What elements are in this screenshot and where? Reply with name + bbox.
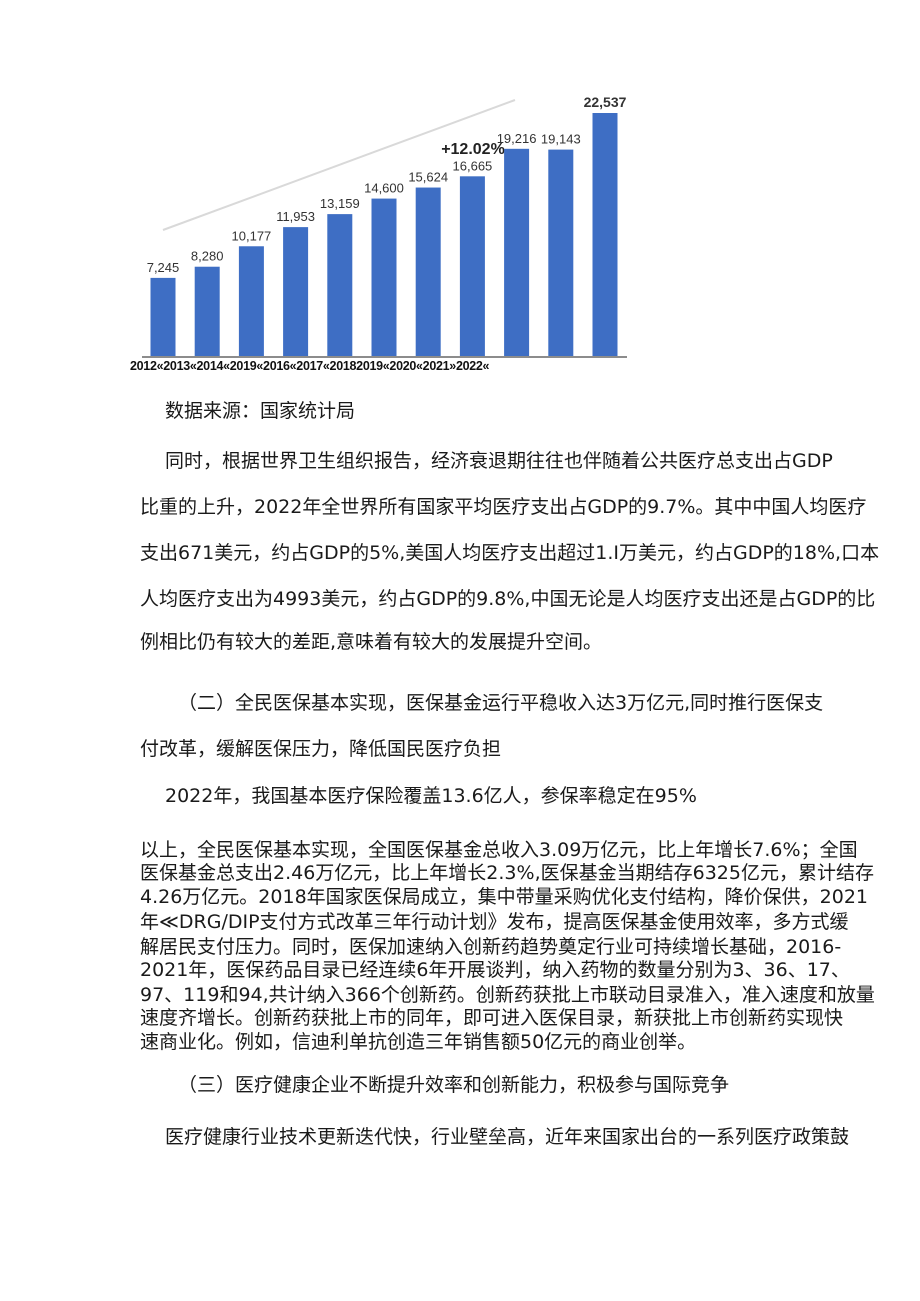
bar-2021 — [548, 149, 574, 356]
trend-line — [162, 99, 516, 231]
paragraph-line: 支出671美元，约占GDP的5%,美国人均医疗支出超过1.I万美元，约占GDP的… — [140, 542, 880, 564]
bar-2014 — [238, 246, 264, 356]
paragraph-line: 例相比仍有较大的差距,意味着有较大的发展提升空间。 — [140, 631, 603, 653]
data-label-2022: 22,537 — [584, 94, 627, 110]
bar-2012 — [150, 277, 176, 356]
paragraph-line: 2022年，我国基本医疗保险覆盖13.6亿人，参保率稳定在95% — [165, 785, 697, 807]
data-label-2021: 19,143 — [541, 132, 581, 147]
paragraph-line: 97、119和94,共计纳入366个创新药。创新药获批上市联动目录准入，准入速度… — [140, 984, 875, 1006]
paragraph-line: 人均医疗支出为4993美元，约占GDP的9.8%,中国无论是人均医疗支出还是占G… — [140, 588, 876, 610]
growth-annotation: +12.02% — [441, 141, 505, 158]
data-label-2013: 8,280 — [191, 249, 224, 264]
data-source-caption: 数据来源：国家统计局 — [165, 400, 356, 422]
paragraph-line: 速商业化。例如，信迪利单抗创造三年销售额50亿元的商业创举。 — [140, 1031, 697, 1053]
bar-2017 — [371, 198, 397, 356]
bar-2019 — [459, 176, 485, 356]
data-label-2015: 11,953 — [276, 209, 315, 224]
x-axis-tick-labels: 2012«2013«2014«2019«2016«2017«20182019«2… — [130, 359, 490, 373]
section-heading: （三）医疗健康企业不断提升效率和创新能力，积极参与国际竞争 — [178, 1074, 730, 1096]
paragraph-line: 医疗健康行业技术更新迭代快，行业壁垒高，近年来国家出台的一系列医疗政策鼓 — [165, 1126, 850, 1148]
data-label-2012: 7,245 — [147, 260, 180, 275]
paragraph-line: 4.26万亿元。2018年国家医保局成立，集中带量采购优化支付结构，降价保供，2… — [140, 886, 869, 908]
paragraph-line: 同时，根据世界卫生组织报告，经济衰退期往往也伴随着公共医疗总支出占GDP — [165, 450, 833, 472]
data-label-2018: 15,624 — [408, 170, 448, 185]
bar-2018 — [415, 187, 441, 356]
bar-2015 — [283, 227, 309, 356]
bar-2013 — [194, 266, 220, 356]
section-heading: 付改革，缓解医保压力，降低国民医疗负担 — [140, 738, 502, 760]
bar-chart: +12.02% 7,245 8,280 10,177 11,953 13,159 14,6… — [142, 94, 627, 358]
data-label-2017: 14,600 — [364, 181, 404, 196]
section-heading: （二）全民医保基本实现，医保基金运行平稳收入达3万亿元,同时推行医保支 — [178, 692, 824, 714]
data-label-2019: 16,665 — [453, 158, 493, 173]
paragraph-line: 医保基金总支出2.46万亿元，比上年增长2.3%,医保基金当期结存6325亿元，… — [140, 862, 874, 884]
paragraph-line: 以上，全民医保基本实现，全国医保基金总收入3.09万亿元，比上年增长7.6%；全… — [140, 839, 858, 861]
paragraph-line: 比重的上升，2022年全世界所有国家平均医疗支出占GDP的9.7%。其中中国人均… — [140, 496, 867, 518]
paragraph-line: 年≪DRG∕DIP支付方式改革三年行动计划》发布，提高医保基金使用效率，多方式缓 — [140, 911, 849, 933]
data-label-2020: 19,216 — [497, 131, 537, 146]
data-label-2014: 10,177 — [232, 228, 272, 243]
bar-2020 — [504, 148, 530, 356]
data-label-2016: 13,159 — [320, 196, 360, 211]
paragraph-line: 速度齐增长。创新药获批上市的同年，即可进入医保目录，新获批上市创新药实现快 — [140, 1007, 844, 1029]
bar-2016 — [327, 214, 353, 356]
paragraph-line: 2021年，医保药品目录已经连续6年开展谈判，纳入药物的数量分别为3、36、17… — [140, 959, 850, 981]
paragraph-line: 解居民支付压力。同时，医保加速纳入创新药趋势奠定行业可持续增长基础，2016- — [140, 936, 842, 958]
bar-2022 — [592, 113, 618, 356]
